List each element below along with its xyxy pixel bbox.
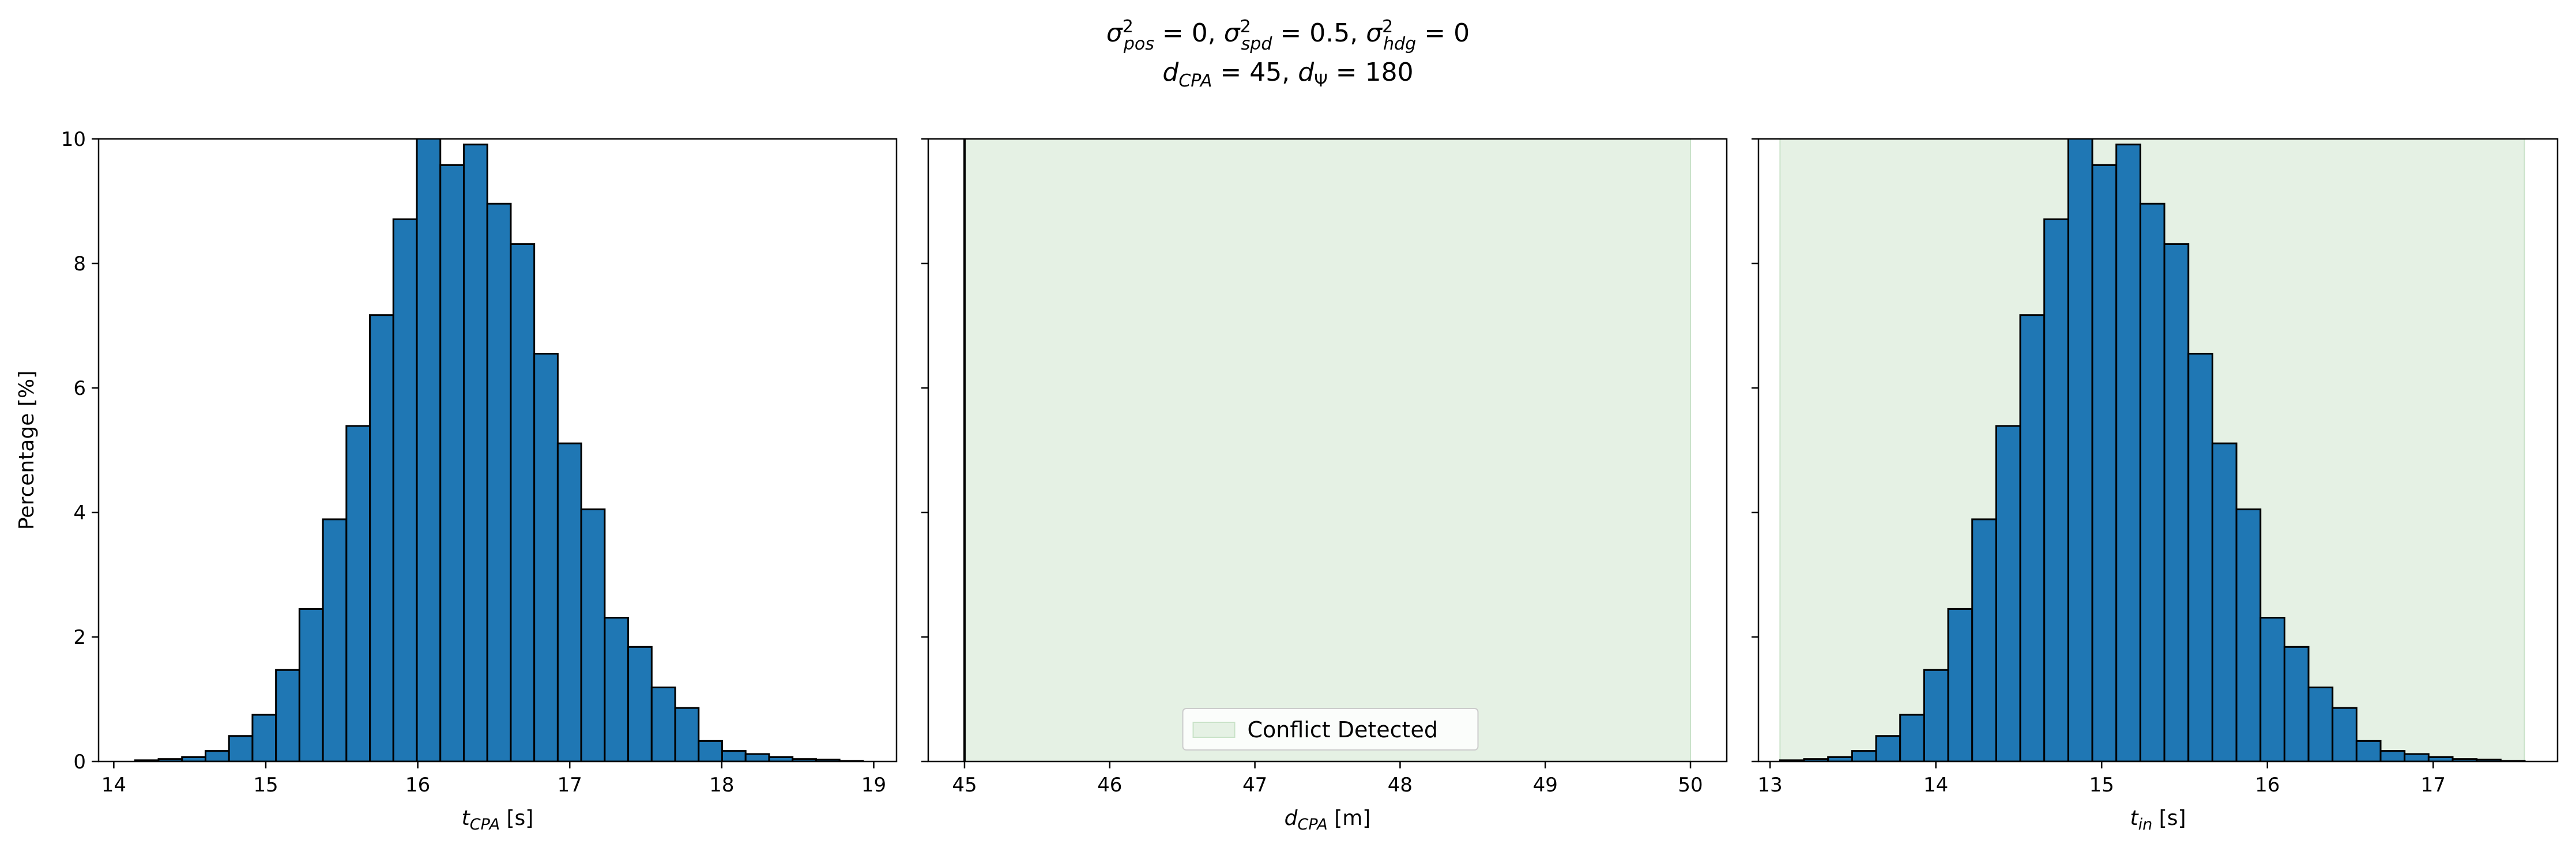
histogram-bar xyxy=(2235,508,2262,761)
y-tick-label: 4 xyxy=(73,502,86,525)
y-tick-label: 10 xyxy=(61,128,86,151)
histogram-bar xyxy=(2211,442,2238,761)
histogram-bar xyxy=(604,617,630,761)
x-tick-label: 17 xyxy=(558,774,582,797)
x-tick-label: 50 xyxy=(1678,774,1703,797)
x-tick-label: 18 xyxy=(709,774,734,797)
histogram-bar xyxy=(510,243,536,761)
histogram-bar xyxy=(275,669,300,761)
histogram-bar xyxy=(251,714,277,761)
conflict-region xyxy=(963,139,1692,761)
histogram-bar xyxy=(2187,353,2213,761)
histogram-bar xyxy=(744,753,770,761)
histogram-bar xyxy=(1851,750,1877,761)
histogram-bar xyxy=(2067,139,2093,761)
histogram-bar xyxy=(345,425,371,761)
histogram-bar xyxy=(392,218,418,761)
histogram-bar xyxy=(1899,714,1925,761)
histogram-bar xyxy=(2307,686,2334,761)
x-tick-label: 46 xyxy=(1097,774,1122,797)
histogram-bar xyxy=(2259,617,2285,761)
x-tick-label: 14 xyxy=(1923,774,1948,797)
histogram-bar xyxy=(439,164,465,761)
x-tick-label: 17 xyxy=(2421,774,2446,797)
x-tick-label: 15 xyxy=(253,774,278,797)
plot-area xyxy=(134,139,864,761)
axes-frame xyxy=(927,138,1728,763)
histogram-bar xyxy=(2283,646,2310,761)
histogram-bar xyxy=(486,202,512,761)
histogram-bar xyxy=(674,707,700,761)
histogram-bar xyxy=(322,518,348,761)
legend-swatch xyxy=(1192,722,1236,738)
y-tick-label: 6 xyxy=(73,377,86,400)
y-tick-label: 0 xyxy=(73,751,86,774)
figure-title-line-2: dCPA = 45, dΨ = 180 xyxy=(1162,58,1413,91)
histogram-bar xyxy=(204,750,230,761)
plot-area xyxy=(963,139,1692,761)
x-tick-label: 16 xyxy=(2255,774,2280,797)
x-tick-label: 19 xyxy=(861,774,886,797)
legend: Conflict Detected xyxy=(1182,708,1479,751)
histogram-bar xyxy=(228,735,254,761)
x-tick-label: 49 xyxy=(1533,774,1558,797)
histogram-bar xyxy=(1995,425,2021,761)
x-axis-label: dCPA [m] xyxy=(1285,806,1371,834)
plot-area xyxy=(1779,139,2526,761)
histogram-bar xyxy=(298,608,324,761)
axes-frame xyxy=(97,138,898,763)
x-tick-label: 15 xyxy=(2089,774,2114,797)
histogram-bar xyxy=(1947,608,1974,761)
histogram-bar xyxy=(2332,707,2357,761)
x-tick-label: 47 xyxy=(1242,774,1267,797)
histogram-bar xyxy=(2115,144,2141,761)
y-tick-label: 8 xyxy=(73,252,86,276)
histogram-bar xyxy=(2355,740,2382,761)
histogram-bar xyxy=(533,353,559,761)
histogram-bar xyxy=(369,314,394,761)
histogram-bar xyxy=(556,442,582,761)
legend-frame xyxy=(1182,708,1479,751)
histogram-bar xyxy=(650,686,676,761)
y-axis-label: Percentage [%] xyxy=(15,371,39,530)
histogram-bar xyxy=(2091,164,2118,761)
histogram-bar xyxy=(2043,218,2069,761)
histogram-bar xyxy=(580,508,606,761)
histogram-bar xyxy=(1971,518,1997,761)
x-tick-label: 14 xyxy=(101,774,126,797)
histogram-bar xyxy=(2139,202,2166,761)
y-tick-label: 2 xyxy=(73,626,86,649)
histogram-bar xyxy=(1875,735,1901,761)
histogram-bar xyxy=(698,740,723,761)
histogram-bar xyxy=(627,646,653,761)
histogram-bar xyxy=(2163,243,2190,761)
histogram-bar xyxy=(1923,669,1949,761)
histogram-bar xyxy=(2379,750,2406,761)
x-tick-label: 13 xyxy=(1757,774,1782,797)
tin-histogram-panel: 13 14 15 16 17 tin [s] xyxy=(1752,138,2559,834)
histogram-bar xyxy=(2404,753,2430,761)
legend-label: Conflict Detected xyxy=(1248,717,1438,742)
axes-frame xyxy=(1757,138,2559,763)
x-axis-label: tCPA [s] xyxy=(462,806,534,834)
histogram-bar xyxy=(462,144,488,761)
figure-title-line-1: σ2 pos = 0, σ2 spd = 0.5, σ2 hdg = 0 xyxy=(1106,17,1470,54)
histogram-bar xyxy=(2019,314,2046,761)
dcpa-panel: 45 46 47 48 49 50 dCPA [m] Conflict Detected xyxy=(921,138,1728,834)
x-axis-label: tin [s] xyxy=(2130,806,2186,834)
histogram-bar xyxy=(416,139,442,761)
tcpa-histogram-panel: 14 15 16 17 18 19 0 2 4 6 8 10 tCPA [s] Percentage [%… xyxy=(15,128,898,834)
x-tick-label: 16 xyxy=(405,774,430,797)
x-tick-label: 48 xyxy=(1388,774,1413,797)
x-tick-label: 45 xyxy=(952,774,977,797)
histogram-bar xyxy=(721,750,747,761)
